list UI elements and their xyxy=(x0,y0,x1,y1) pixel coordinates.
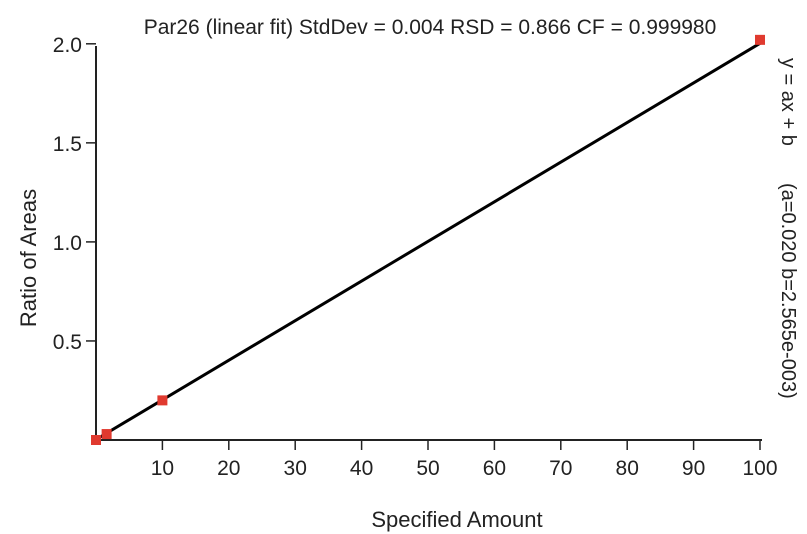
data-points xyxy=(91,34,765,445)
x-tick-label: 50 xyxy=(416,457,439,480)
x-tick-label: 90 xyxy=(682,457,705,480)
x-tick-label: 100 xyxy=(742,457,777,480)
x-tick-label: 20 xyxy=(217,457,240,480)
fit-line-group xyxy=(95,42,761,441)
data-point xyxy=(101,429,112,440)
y-ticks: 0.5 1.0 1.5 2.0 xyxy=(53,34,96,354)
x-tick-label: 40 xyxy=(350,457,373,480)
x-ticks: 10 20 30 40 50 60 70 80 90 100 xyxy=(151,440,778,480)
y-tick-label: 1.0 xyxy=(53,232,82,255)
x-tick-label: 80 xyxy=(616,457,639,480)
x-tick-label: 30 xyxy=(284,457,307,480)
y-tick-label: 2.0 xyxy=(53,34,82,57)
data-point xyxy=(157,395,168,406)
y-axis-label: Ratio of Areas xyxy=(16,189,41,327)
fit-line xyxy=(95,42,761,441)
x-tick-label: 70 xyxy=(549,457,572,480)
x-tick-label: 60 xyxy=(483,457,506,480)
y-tick-label: 0.5 xyxy=(53,331,82,354)
y-tick-label: 1.5 xyxy=(53,133,82,156)
x-axis-label: Specified Amount xyxy=(371,507,542,532)
equation-line-1: y = ax + b xyxy=(777,58,799,146)
data-point xyxy=(91,435,101,445)
data-point xyxy=(755,34,765,45)
equation-line-2: (a=0.020 b=2.565e-003) xyxy=(777,183,799,399)
x-tick-label: 10 xyxy=(151,457,174,480)
chart-title: Par26 (linear fit) StdDev = 0.004 RSD = … xyxy=(144,16,717,39)
